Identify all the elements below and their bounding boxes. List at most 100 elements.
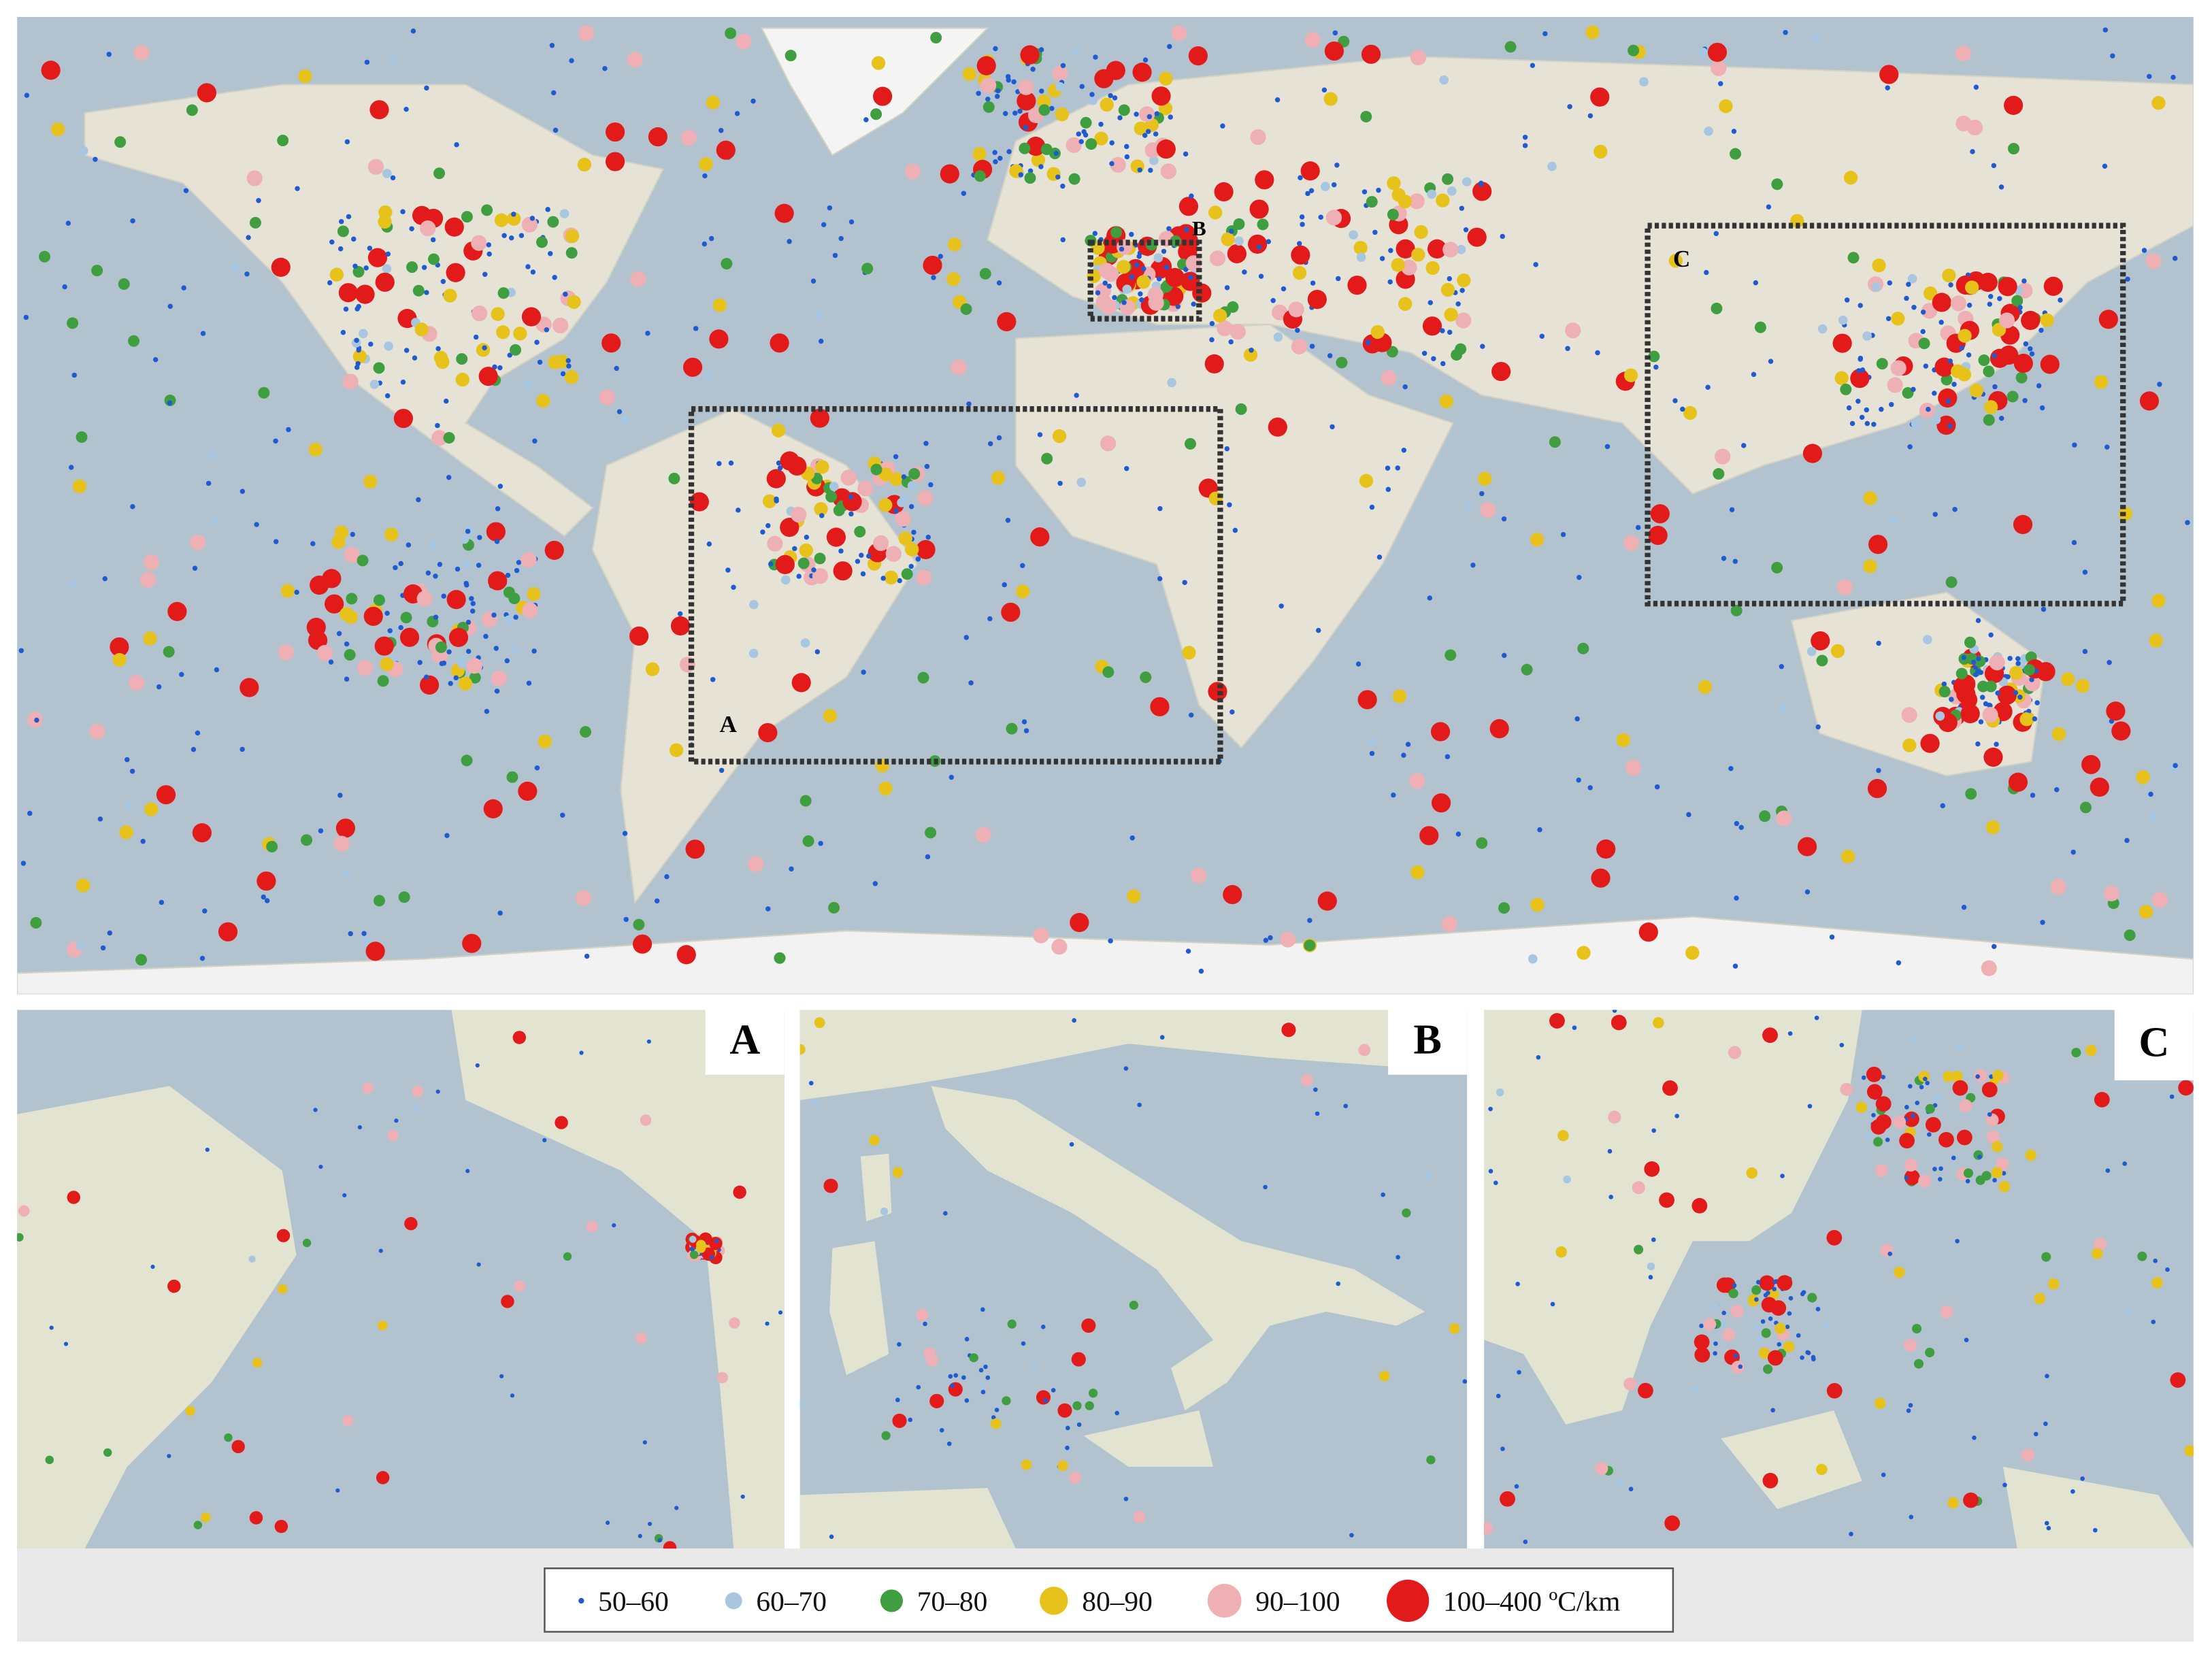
dot	[412, 284, 425, 297]
dot	[2040, 313, 2054, 327]
dot	[1455, 312, 1472, 329]
dot	[1213, 308, 1227, 323]
dot	[1396, 1255, 1400, 1260]
dot	[1925, 1103, 1935, 1114]
dot	[1815, 724, 1821, 730]
dot	[905, 542, 919, 557]
dot	[709, 329, 729, 349]
dot	[1992, 1178, 1997, 1183]
legend-label: 90–100	[1255, 1585, 1340, 1616]
dot	[1955, 1042, 1964, 1050]
dot	[423, 674, 429, 680]
dot	[1972, 1435, 1977, 1440]
dot	[1942, 268, 1956, 283]
dot	[1846, 405, 1852, 411]
dot	[1421, 350, 1427, 356]
dot	[144, 802, 159, 816]
dot	[1387, 279, 1393, 285]
dots	[17, 1031, 783, 1549]
dot	[1932, 1167, 1937, 1172]
dot	[1117, 115, 1123, 120]
dot	[380, 657, 394, 671]
dot	[375, 272, 395, 292]
dot	[1313, 1087, 1318, 1092]
dot	[2032, 716, 2038, 722]
dot	[1674, 1114, 1679, 1118]
dot	[1501, 652, 1507, 659]
dot	[1868, 535, 1888, 554]
dot	[1932, 391, 1937, 396]
region-label: C	[1673, 246, 1690, 272]
dot	[398, 891, 410, 903]
dot	[1751, 371, 1757, 378]
dot	[547, 216, 559, 228]
dot	[1952, 507, 1958, 512]
dot	[1372, 229, 1378, 235]
dot	[1401, 752, 1406, 758]
dot	[1227, 502, 1232, 508]
dot	[183, 188, 189, 194]
dot	[143, 631, 157, 646]
dot	[1052, 429, 1067, 444]
dot	[1768, 1316, 1773, 1321]
dot	[1847, 252, 1860, 264]
dot	[1577, 574, 1582, 580]
legend-label: 50–60	[598, 1585, 669, 1616]
dot	[1550, 1301, 1555, 1307]
dot	[787, 239, 792, 244]
dot	[976, 56, 996, 76]
dot	[1557, 1129, 1569, 1142]
dot	[1668, 254, 1683, 268]
dot	[1052, 65, 1068, 82]
dot	[545, 207, 550, 212]
dot	[327, 280, 333, 286]
dot	[2094, 1091, 2110, 1108]
dot	[1229, 323, 1246, 340]
dot	[1500, 1491, 1515, 1507]
dot	[1501, 516, 1507, 522]
dot	[355, 361, 361, 367]
dot	[1653, 364, 1659, 370]
dot	[646, 1039, 651, 1044]
dot	[1991, 1141, 2003, 1152]
dot	[814, 649, 821, 654]
dot	[1694, 1346, 1711, 1363]
dot	[368, 342, 374, 347]
dot	[1719, 99, 1733, 114]
dot	[150, 1264, 155, 1269]
dot	[1911, 304, 1917, 310]
dot	[1232, 527, 1238, 533]
dot	[1456, 244, 1466, 254]
dot	[1168, 114, 1173, 120]
dot	[2102, 163, 2108, 169]
dot	[2151, 593, 2166, 608]
dot	[1024, 172, 1036, 184]
dot	[1379, 256, 1385, 261]
dot	[2029, 677, 2034, 682]
legend-swatch	[725, 1592, 742, 1610]
dot	[749, 599, 759, 610]
dot	[1981, 1171, 1992, 1181]
dot	[231, 1440, 245, 1454]
dot	[1623, 368, 1638, 382]
dot	[635, 1332, 647, 1344]
dot	[1616, 1478, 1625, 1487]
dot	[1315, 627, 1321, 633]
dot	[1716, 1277, 1732, 1293]
dot	[496, 325, 510, 339]
legend-swatch	[578, 1597, 584, 1604]
dot	[872, 881, 878, 886]
dot	[139, 571, 156, 588]
dot	[1300, 161, 1320, 181]
dot	[1209, 250, 1226, 267]
dot	[1500, 233, 1505, 239]
dot	[1966, 352, 1972, 358]
dot	[2124, 837, 2130, 844]
dot	[810, 278, 816, 284]
dot	[1691, 1197, 1708, 1214]
dot	[367, 246, 373, 251]
inset-label: A	[729, 1016, 760, 1063]
dot	[1904, 1176, 1909, 1180]
dot	[2157, 382, 2162, 387]
dot	[1295, 327, 1300, 333]
